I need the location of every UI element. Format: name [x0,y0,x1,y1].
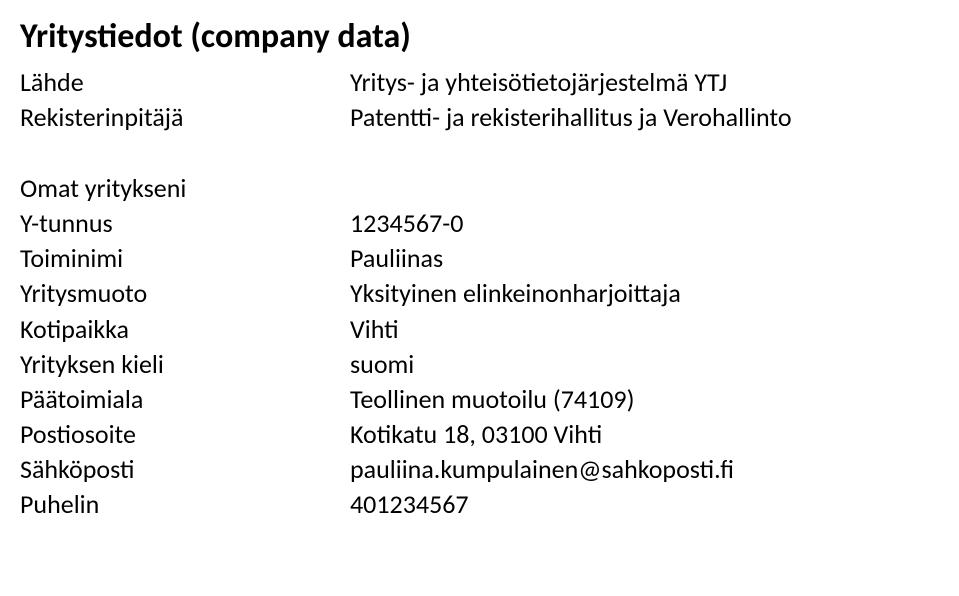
label-sahkoposti: Sähköposti [20,452,350,487]
row-paatoimiala: Päätoimiala Teollinen muotoilu (74109) [20,382,939,417]
section-heading-value [350,171,939,206]
section-heading: Omat yritykseni [20,171,939,206]
label-rekisterinpitaja: Rekisterinpitäjä [20,100,350,135]
row-kieli: Yrityksen kieli suomi [20,347,939,382]
page-title: Yritystiedot (company data) [20,16,939,57]
row-yritysmuoto: Yritysmuoto Yksityinen elinkeinonharjoit… [20,276,939,311]
value-puhelin: 401234567 [350,487,939,522]
value-kieli: suomi [350,347,939,382]
value-kotipaikka: Vihti [350,312,939,347]
label-paatoimiala: Päätoimiala [20,382,350,417]
value-rekisterinpitaja: Patentti- ja rekisterihallitus ja Veroha… [350,100,939,135]
value-sahkoposti: pauliina.kumpulainen@sahkoposti.fi [350,452,939,487]
row-ytunnus: Y-tunnus 1234567-0 [20,206,939,241]
value-ytunnus: 1234567-0 [350,206,939,241]
row-lahde: Lähde Yritys- ja yhteisötietojärjestelmä… [20,65,939,100]
label-toiminimi: Toiminimi [20,241,350,276]
row-toiminimi: Toiminimi Pauliinas [20,241,939,276]
value-lahde: Yritys- ja yhteisötietojärjestelmä YTJ [350,65,939,100]
label-yritysmuoto: Yritysmuoto [20,276,350,311]
row-postiosoite: Postiosoite Kotikatu 18, 03100 Vihti [20,417,939,452]
row-puhelin: Puhelin 401234567 [20,487,939,522]
row-sahkoposti: Sähköposti pauliina.kumpulainen@sahkopos… [20,452,939,487]
value-postiosoite: Kotikatu 18, 03100 Vihti [350,417,939,452]
section-heading-label: Omat yritykseni [20,171,350,206]
label-ytunnus: Y-tunnus [20,206,350,241]
label-kieli: Yrityksen kieli [20,347,350,382]
value-toiminimi: Pauliinas [350,241,939,276]
label-puhelin: Puhelin [20,487,350,522]
label-kotipaikka: Kotipaikka [20,312,350,347]
label-postiosoite: Postiosoite [20,417,350,452]
label-lahde: Lähde [20,65,350,100]
value-paatoimiala: Teollinen muotoilu (74109) [350,382,939,417]
row-rekisterinpitaja: Rekisterinpitäjä Patentti- ja rekisterih… [20,100,939,135]
row-kotipaikka: Kotipaikka Vihti [20,312,939,347]
value-yritysmuoto: Yksityinen elinkeinonharjoittaja [350,276,939,311]
